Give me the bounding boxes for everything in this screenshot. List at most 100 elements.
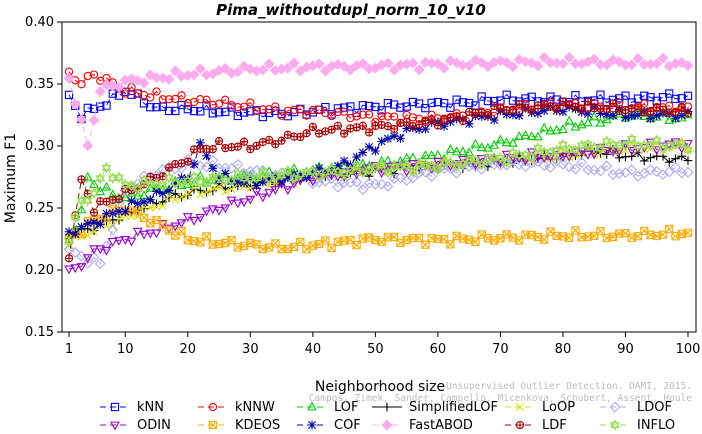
data-point (646, 153, 655, 163)
data-point (451, 167, 463, 179)
data-point (682, 166, 694, 178)
data-point (426, 160, 437, 173)
data-point (683, 91, 693, 100)
data-point (132, 182, 143, 195)
data-point (595, 165, 606, 177)
data-point (164, 163, 174, 172)
data-point (646, 107, 655, 116)
data-point (177, 227, 186, 236)
legend-item-kdeos: KDEOS (198, 418, 280, 433)
legend-item-loop: LoOP (505, 400, 575, 415)
data-point (258, 105, 267, 114)
data-point (308, 105, 317, 115)
data-point (102, 101, 111, 110)
data-point (127, 196, 136, 206)
data-point (683, 156, 693, 165)
data-point (252, 181, 261, 190)
data-point (239, 102, 249, 111)
data-point (620, 139, 631, 152)
data-point (388, 64, 400, 76)
data-point (545, 125, 556, 135)
data-point (370, 161, 381, 174)
data-point (546, 92, 555, 101)
data-point (396, 134, 405, 143)
data-point (120, 236, 131, 245)
data-point (94, 258, 106, 270)
data-point (652, 111, 662, 121)
data-point (214, 136, 224, 146)
data-point (296, 132, 305, 142)
data-point (145, 229, 156, 239)
data-point (263, 58, 275, 70)
x-tick-label: 30 (242, 342, 259, 357)
data-point (602, 110, 612, 119)
data-point (238, 60, 250, 72)
data-point (476, 163, 488, 175)
data-point (508, 110, 518, 120)
data-point (107, 238, 118, 247)
data-point (501, 137, 512, 147)
data-point (608, 111, 618, 120)
data-point (339, 103, 349, 112)
data-point (82, 257, 94, 269)
data-point (495, 134, 506, 144)
x-tick-label: 50 (367, 342, 384, 357)
data-point (558, 97, 568, 106)
data-point (157, 220, 168, 229)
data-point (407, 172, 419, 184)
data-point (177, 91, 186, 100)
series-ldf (64, 97, 693, 263)
data-point (610, 419, 620, 431)
data-point (427, 115, 436, 124)
data-point (609, 401, 621, 413)
data-point (138, 77, 150, 89)
data-point (626, 59, 638, 71)
data-point (110, 421, 120, 431)
data-point (465, 98, 474, 108)
data-point (627, 151, 637, 161)
data-point (88, 114, 100, 126)
data-point (627, 111, 637, 121)
data-point (114, 236, 124, 246)
data-point (307, 401, 317, 411)
data-point (665, 89, 674, 98)
data-point (346, 113, 355, 123)
data-point (194, 63, 206, 75)
data-point (232, 167, 243, 180)
data-point (632, 53, 644, 64)
data-point (215, 182, 224, 191)
data-point (633, 102, 643, 111)
data-point (576, 119, 587, 129)
data-point (514, 131, 525, 141)
data-point (89, 178, 99, 188)
legend-item-lof: LOF (297, 400, 359, 415)
data-point (182, 175, 193, 187)
data-point (177, 159, 186, 168)
data-point (227, 103, 236, 112)
data-point (588, 164, 600, 176)
data-point (683, 228, 693, 237)
data-point (196, 95, 205, 104)
data-point (110, 402, 120, 412)
data-point (657, 52, 669, 64)
data-point (101, 161, 112, 174)
data-point (77, 80, 86, 89)
data-point (419, 56, 431, 68)
legend-item-ldf: LDF (505, 418, 567, 433)
data-point (107, 80, 119, 92)
data-point (583, 117, 593, 127)
data-point (389, 112, 399, 121)
data-point (176, 219, 187, 229)
data-point (414, 99, 424, 108)
data-point (170, 179, 180, 189)
data-point (489, 139, 500, 149)
data-point (358, 121, 368, 130)
data-point (408, 97, 418, 107)
data-point (258, 177, 268, 187)
data-point (283, 106, 292, 115)
data-point (158, 188, 168, 198)
data-point (164, 95, 174, 104)
data-point (314, 163, 324, 173)
y-tick-label: 0.20 (25, 263, 54, 278)
data-point (601, 160, 613, 172)
